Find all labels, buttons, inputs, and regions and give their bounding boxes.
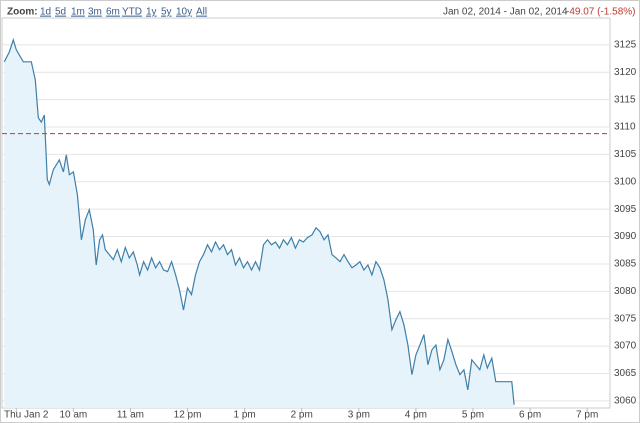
y-tick-label: 3125 xyxy=(614,39,637,50)
x-tick-label: Thu Jan 2 xyxy=(4,410,49,421)
x-tick-label: 4 pm xyxy=(405,410,427,421)
x-tick-label: 3 pm xyxy=(348,410,370,421)
price-change: -49.07 (-1.58%) xyxy=(566,7,635,18)
zoom-label: Zoom: xyxy=(7,7,38,18)
price-line xyxy=(3,37,515,405)
y-tick-label: 3090 xyxy=(614,231,637,242)
zoom-range-link[interactable]: 1d xyxy=(40,7,51,18)
zoom-range-link[interactable]: All xyxy=(196,7,207,18)
zoom-range-link[interactable]: 6m xyxy=(106,7,120,18)
zoom-range-link[interactable]: 3m xyxy=(88,7,102,18)
y-tick-label: 3100 xyxy=(614,176,637,187)
y-tick-label: 3095 xyxy=(614,204,637,215)
x-tick-label: 5 pm xyxy=(462,410,484,421)
y-tick-label: 3065 xyxy=(614,368,637,379)
date-range: Jan 02, 2014 - Jan 02, 2014 xyxy=(443,7,568,18)
y-tick-label: 3060 xyxy=(614,396,637,407)
zoom-range-link[interactable]: YTD xyxy=(122,7,142,18)
zoom-range-link[interactable]: 10y xyxy=(176,7,192,18)
x-tick-label: 2 pm xyxy=(291,410,313,421)
y-tick-label: 3085 xyxy=(614,259,637,270)
y-tick-label: 3115 xyxy=(614,94,636,105)
zoom-range-link[interactable]: 1y xyxy=(146,7,157,18)
y-tick-label: 3105 xyxy=(614,149,637,160)
y-tick-label: 3075 xyxy=(614,313,637,324)
y-tick-label: 3110 xyxy=(614,122,636,133)
x-tick-label: 1 pm xyxy=(234,410,256,421)
x-tick-label: 7 pm xyxy=(576,410,598,421)
x-tick-label: 12 pm xyxy=(174,410,202,421)
x-tick-label: 11 am xyxy=(117,410,144,421)
x-tick-label: 6 pm xyxy=(519,410,541,421)
x-tick-label: 10 am xyxy=(59,410,87,421)
y-tick-label: 3120 xyxy=(614,67,637,78)
y-tick-label: 3080 xyxy=(614,286,637,297)
y-tick-label: 3070 xyxy=(614,341,637,352)
zoom-range-link[interactable]: 5y xyxy=(161,7,172,18)
area-fill xyxy=(4,39,515,409)
zoom-range-link[interactable]: 1m xyxy=(71,7,85,18)
zoom-range-link[interactable]: 5d xyxy=(55,7,66,18)
